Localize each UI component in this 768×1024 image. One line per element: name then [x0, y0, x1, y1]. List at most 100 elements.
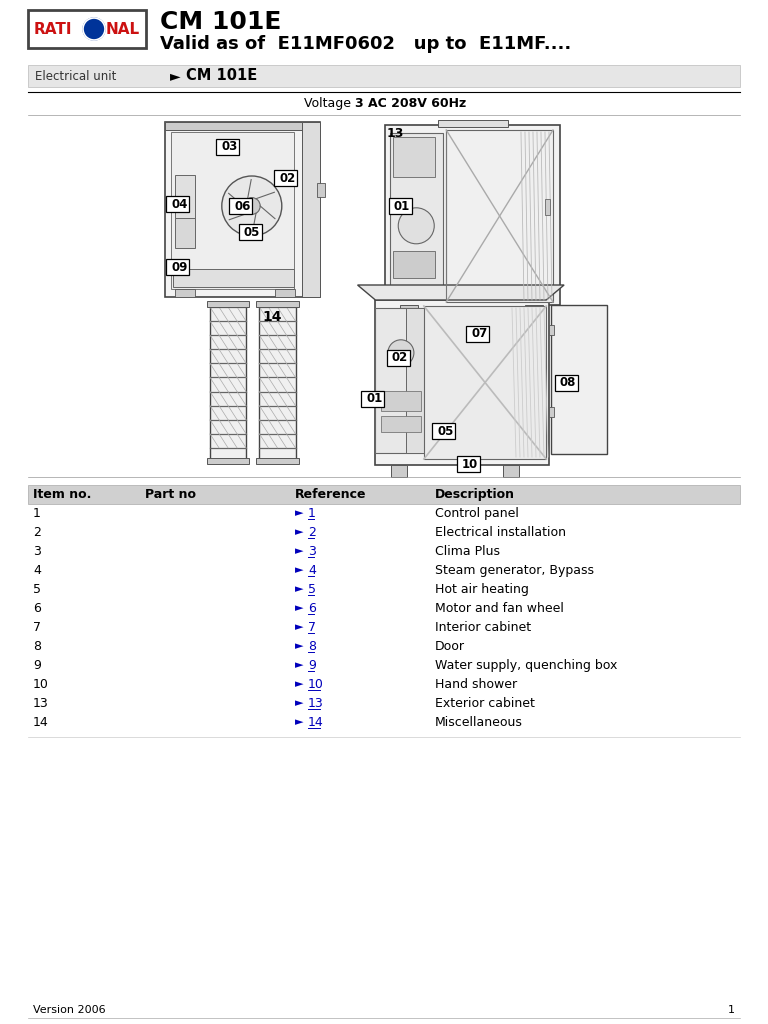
Bar: [393, 137, 435, 176]
Circle shape: [243, 198, 260, 214]
Text: 03: 03: [221, 140, 237, 154]
Text: ►: ►: [295, 660, 303, 671]
Text: ►: ►: [295, 623, 303, 633]
Text: Electrical unit: Electrical unit: [35, 70, 117, 83]
Text: 1: 1: [308, 507, 316, 520]
Text: 2: 2: [308, 526, 316, 539]
Text: 14: 14: [33, 716, 48, 729]
Text: 7: 7: [33, 621, 41, 634]
Bar: [385, 125, 560, 305]
Text: 2: 2: [33, 526, 41, 539]
Bar: [173, 269, 294, 287]
Bar: [302, 122, 320, 297]
Bar: [207, 458, 249, 464]
Text: 13: 13: [308, 697, 324, 710]
Text: ►: ►: [170, 69, 180, 83]
Text: 7: 7: [308, 621, 316, 634]
Bar: [361, 391, 384, 407]
Text: 10: 10: [33, 678, 49, 691]
Circle shape: [388, 340, 414, 366]
Text: 4: 4: [308, 564, 316, 577]
Text: Hot air heating: Hot air heating: [435, 583, 529, 596]
Text: 3: 3: [308, 545, 316, 558]
Text: Steam generator, Bypass: Steam generator, Bypass: [435, 564, 594, 577]
Bar: [545, 199, 550, 215]
Text: ►: ►: [295, 547, 303, 556]
Text: ►: ►: [295, 603, 303, 613]
Bar: [239, 224, 261, 241]
Text: 04: 04: [171, 198, 187, 211]
Bar: [175, 218, 195, 248]
Bar: [549, 325, 554, 335]
Text: RATI: RATI: [34, 22, 72, 37]
Text: Door: Door: [435, 640, 465, 653]
Bar: [456, 456, 479, 472]
Text: Valid as of  E11MF0602   up to  E11MF....: Valid as of E11MF0602 up to E11MF....: [160, 35, 571, 53]
Bar: [165, 122, 320, 297]
Text: Exterior cabinet: Exterior cabinet: [435, 697, 535, 710]
Text: 01: 01: [366, 392, 382, 406]
Text: 13: 13: [387, 127, 405, 140]
Text: 14: 14: [308, 716, 324, 729]
Bar: [380, 391, 422, 411]
Text: Hand shower: Hand shower: [435, 678, 517, 691]
Text: ►: ►: [295, 680, 303, 689]
Text: 05: 05: [437, 425, 453, 438]
Text: 02: 02: [392, 351, 408, 365]
Bar: [229, 198, 252, 214]
Bar: [317, 183, 325, 198]
Text: 08: 08: [560, 376, 576, 389]
Text: 13: 13: [33, 697, 48, 710]
Text: 6: 6: [33, 602, 41, 615]
Bar: [551, 305, 607, 454]
Text: Interior cabinet: Interior cabinet: [435, 621, 531, 634]
Text: 9: 9: [308, 659, 316, 672]
Bar: [446, 130, 553, 302]
Text: 05: 05: [243, 225, 260, 239]
Bar: [389, 198, 412, 214]
Bar: [400, 305, 418, 315]
Bar: [274, 170, 297, 186]
Text: Control panel: Control panel: [435, 507, 519, 520]
Text: ►: ►: [295, 641, 303, 651]
Bar: [275, 289, 295, 297]
Bar: [257, 458, 299, 464]
Bar: [525, 305, 543, 315]
Bar: [393, 251, 435, 278]
Bar: [380, 416, 422, 432]
Bar: [503, 465, 519, 477]
Text: 9: 9: [33, 659, 41, 672]
Text: Voltage: Voltage: [304, 97, 355, 110]
Text: Miscellaneous: Miscellaneous: [435, 716, 523, 729]
Circle shape: [83, 18, 105, 40]
Bar: [376, 300, 549, 465]
Text: ►: ►: [295, 509, 303, 518]
Bar: [171, 132, 294, 289]
Text: Water supply, quenching box: Water supply, quenching box: [435, 659, 617, 672]
Text: Electrical installation: Electrical installation: [435, 526, 566, 539]
Text: Motor and fan wheel: Motor and fan wheel: [435, 602, 564, 615]
Text: 8: 8: [33, 640, 41, 653]
Bar: [166, 259, 189, 275]
Text: ►: ►: [295, 527, 303, 538]
Text: Reference: Reference: [295, 488, 366, 501]
Text: 14: 14: [262, 310, 282, 324]
Bar: [210, 305, 246, 460]
Bar: [376, 308, 426, 454]
Text: ►: ►: [295, 565, 303, 575]
Circle shape: [399, 208, 434, 244]
Text: Version 2006: Version 2006: [33, 1005, 106, 1015]
Bar: [28, 10, 146, 48]
Text: NAL: NAL: [106, 22, 140, 37]
Text: 06: 06: [234, 200, 250, 213]
Circle shape: [222, 176, 282, 236]
Text: 1: 1: [33, 507, 41, 520]
Bar: [390, 133, 442, 295]
Bar: [175, 289, 195, 297]
Text: 3 AC 208V 60Hz: 3 AC 208V 60Hz: [355, 97, 466, 110]
Bar: [432, 424, 455, 439]
Bar: [391, 465, 407, 477]
Text: 5: 5: [33, 583, 41, 596]
Text: 10: 10: [462, 458, 478, 470]
Text: 09: 09: [171, 261, 187, 273]
